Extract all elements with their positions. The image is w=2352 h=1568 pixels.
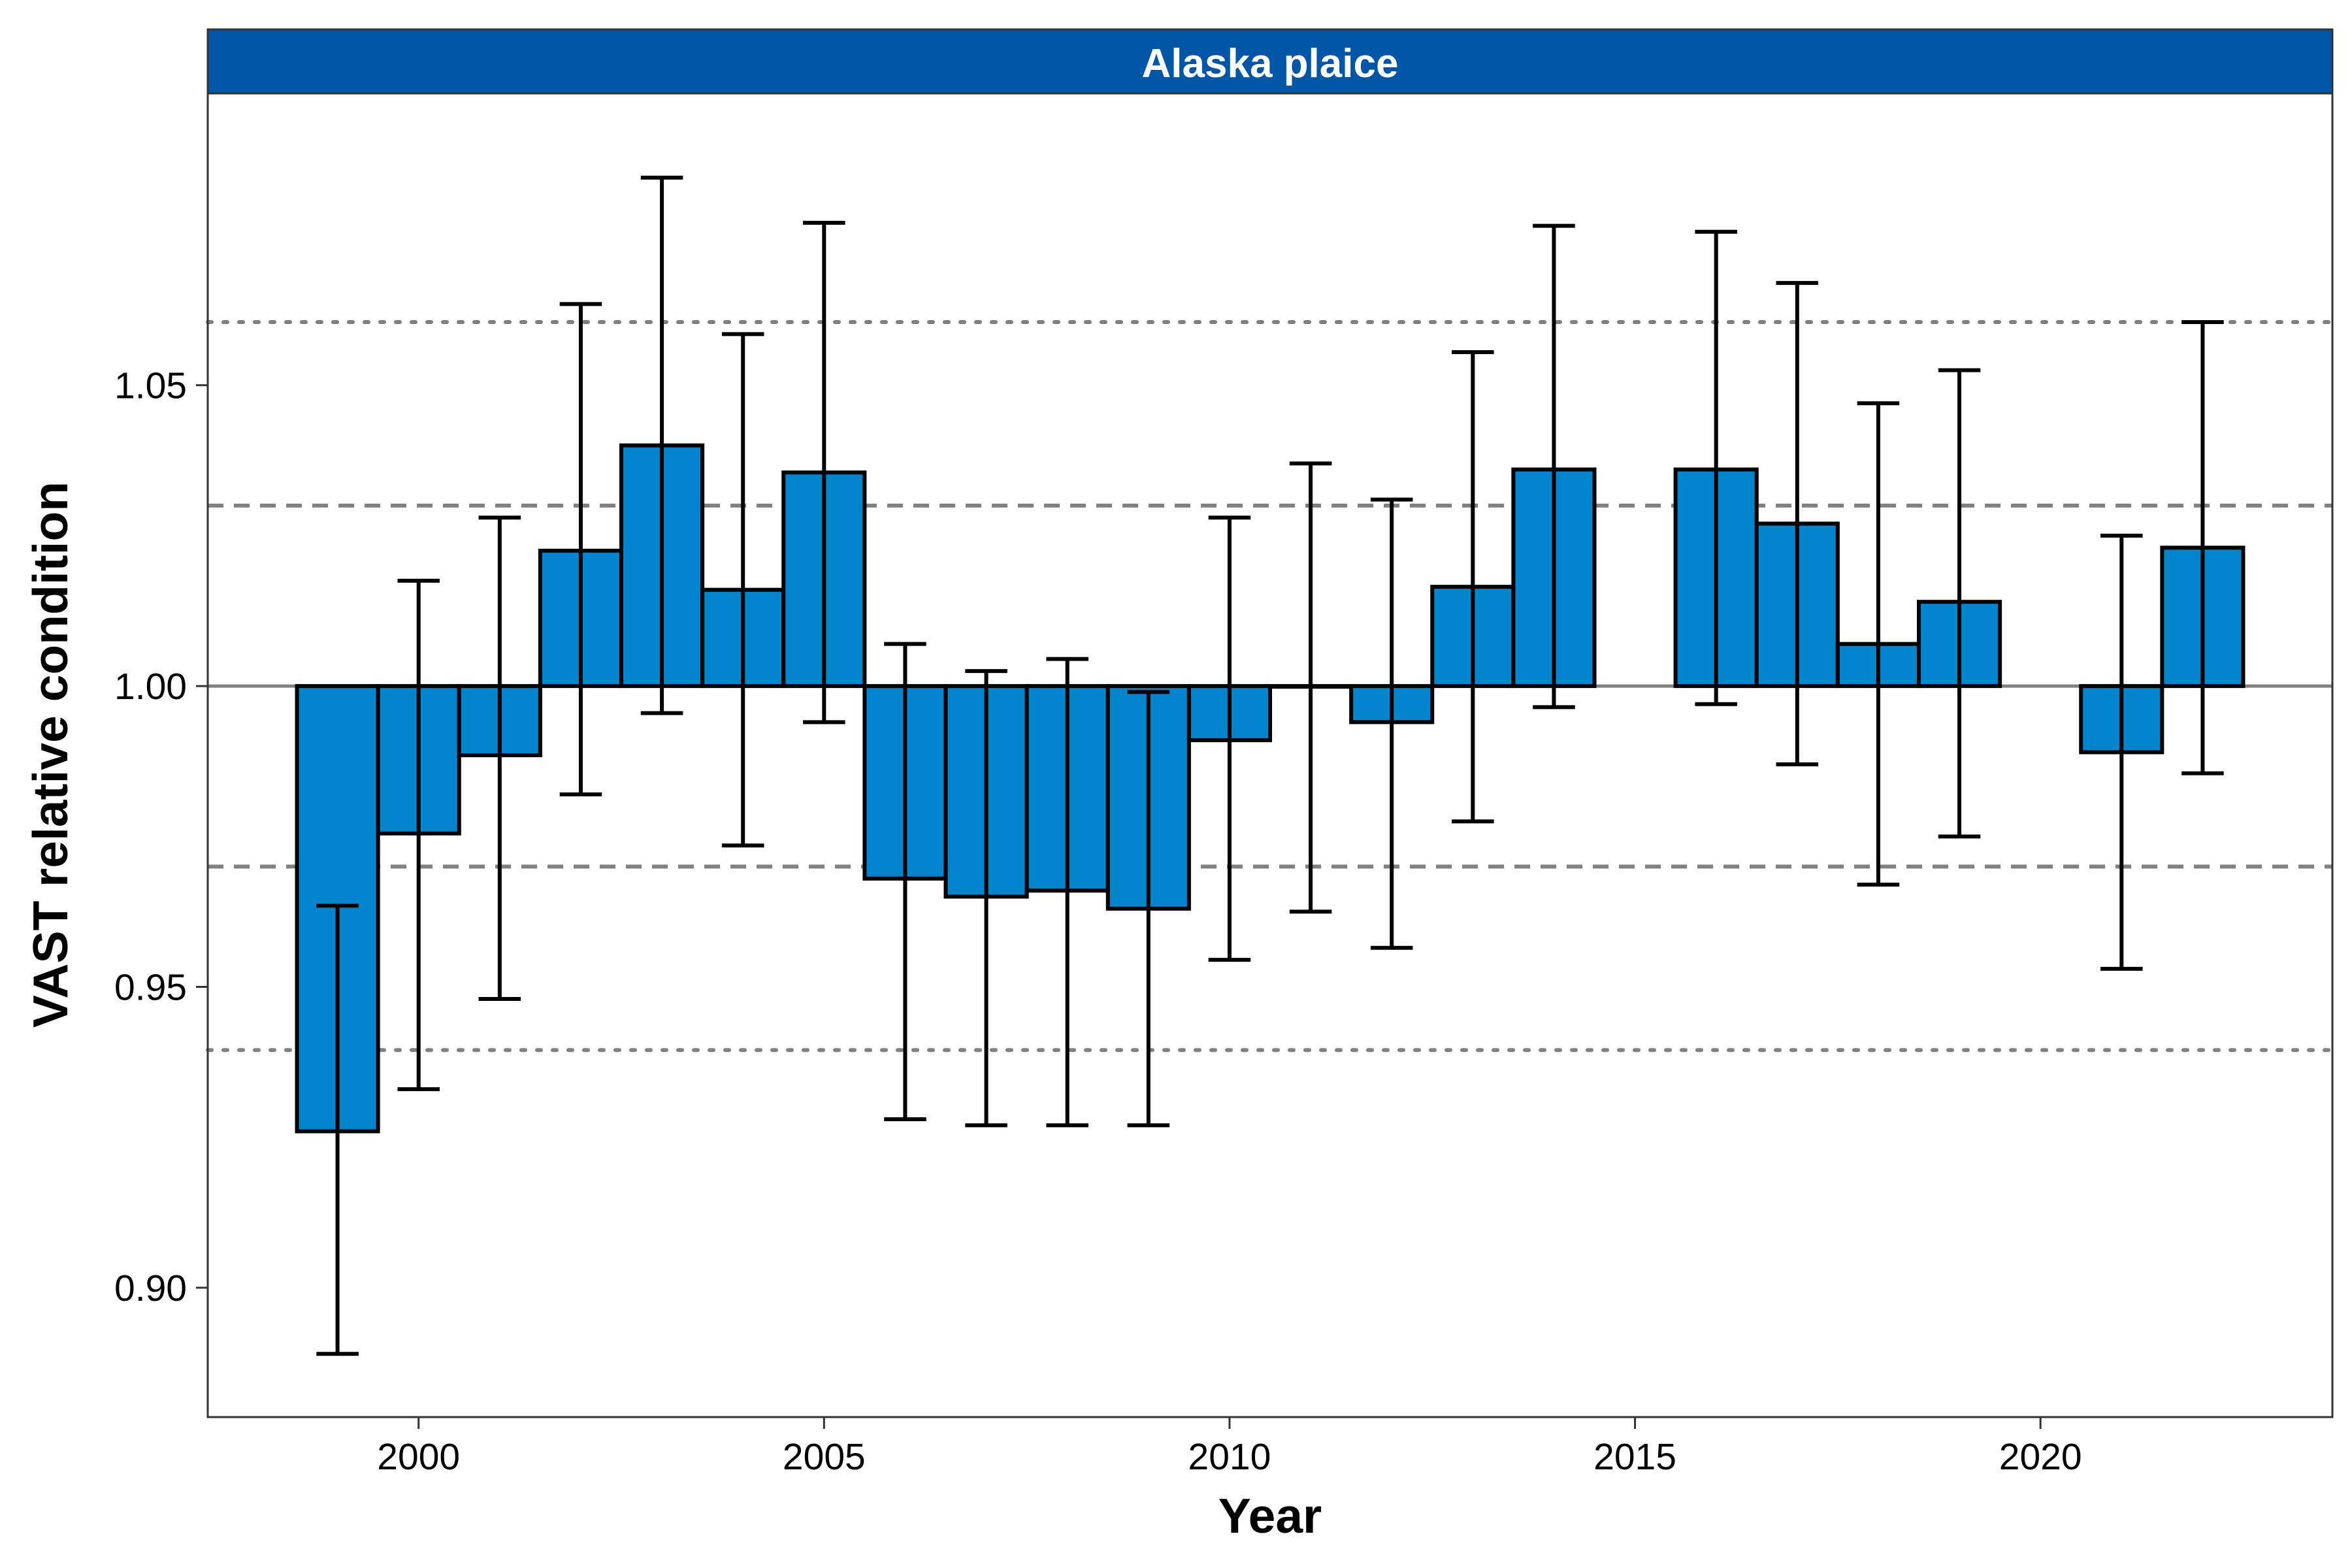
error-bar-2000 — [397, 578, 440, 1092]
error-bar-1999 — [316, 904, 359, 1356]
error-bar-2021 — [2100, 533, 2143, 971]
x-tick-label: 2015 — [1593, 1436, 1676, 1478]
error-bar-2009 — [1127, 690, 1170, 1128]
error-bar-2022 — [2181, 319, 2224, 776]
error-bar-2004 — [721, 332, 764, 848]
error-bar-2013 — [1452, 350, 1494, 824]
error-bar-2001 — [478, 515, 521, 1001]
x-tick-label: 2000 — [377, 1436, 460, 1478]
y-tick-label: 0.90 — [114, 1267, 187, 1309]
y-tick-label: 1.05 — [114, 365, 187, 407]
facet-title: Alaska plaice — [1142, 41, 1399, 86]
error-bar-2019 — [1938, 368, 1981, 839]
error-bar-2010 — [1208, 515, 1251, 962]
x-axis-title: Year — [1218, 1488, 1322, 1543]
error-bar-2003 — [640, 175, 683, 715]
x-tick-label: 2010 — [1188, 1436, 1271, 1478]
error-bar-2012 — [1370, 497, 1413, 950]
facet-strip — [206, 28, 2334, 95]
y-tick-label: 0.95 — [114, 967, 187, 1009]
error-bars — [316, 175, 2224, 1356]
y-axis: 0.90 0.95 1.00 1.05 — [114, 365, 208, 1309]
error-bar-2002 — [559, 302, 602, 796]
error-bar-2008 — [1046, 657, 1088, 1128]
error-bar-2014 — [1533, 223, 1575, 710]
error-bar-2018 — [1857, 401, 1900, 887]
x-axis: 2000 2005 2010 2015 2020 — [377, 1417, 2082, 1478]
y-tick-label: 1.00 — [114, 666, 187, 708]
x-tick-label: 2020 — [1999, 1436, 2082, 1478]
error-bar-2011 — [1289, 461, 1332, 914]
error-bar-2007 — [965, 669, 1007, 1128]
error-bar-2016 — [1695, 229, 1737, 706]
error-bar-2005 — [803, 220, 845, 725]
y-axis-title: VAST relative condition — [23, 482, 78, 1028]
x-tick-label: 2005 — [783, 1436, 866, 1478]
panel-background — [208, 93, 2332, 1417]
error-bar-2006 — [884, 642, 926, 1122]
error-bar-2017 — [1776, 281, 1819, 766]
